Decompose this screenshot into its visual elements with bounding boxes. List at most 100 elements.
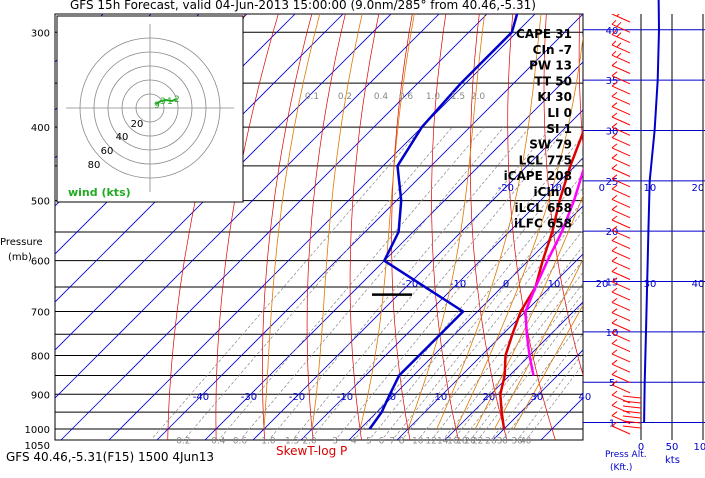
wind-barb [611, 184, 631, 198]
index-label: CIn -7 [533, 43, 572, 57]
isotherm [252, 109, 583, 440]
mixing-ratio-label: 22 [472, 436, 483, 446]
pressure-tick-label: 1050 [25, 441, 50, 452]
isotherm-label: 0 [390, 392, 396, 403]
grid-labels: 20030040050060070080090010001050-20-1001… [25, 28, 705, 452]
pressure-tick-label: 400 [31, 123, 50, 134]
moist-adiabat [436, 14, 542, 430]
altitude-tick-label: 15 [606, 278, 619, 289]
pressure-tick-label: 1000 [25, 425, 50, 436]
wind-speed-tick-label: 0 [638, 442, 644, 453]
index-label: iLFC 658 [514, 217, 572, 231]
moist-adiabat [263, 14, 321, 430]
pressure-tick-label: 900 [31, 390, 50, 401]
wind-barb [611, 133, 631, 147]
parcel-curve [524, 167, 583, 376]
sounding-curves [368, 14, 583, 430]
wind-barb [611, 236, 631, 250]
wind-barb [611, 143, 631, 157]
wind-barb [611, 122, 631, 136]
wind-barb [611, 195, 631, 208]
moist-adiabat [474, 194, 583, 430]
isotherm-label: 20 [596, 279, 609, 290]
wind-barb [611, 71, 631, 85]
hodograph-trace-label: 1 [167, 97, 173, 107]
mixing-ratio-line [239, 126, 505, 440]
index-label: SI 1 [546, 122, 572, 136]
mixing-ratio-line [461, 282, 583, 440]
index-label: iLCL 658 [515, 201, 572, 215]
mixing-ratio-label: 40 [520, 436, 532, 446]
isotherm [60, 14, 488, 440]
pressure-tick-label: 700 [31, 307, 50, 318]
altitude-tick-label: 5 [609, 378, 615, 389]
isotherm [156, 14, 583, 440]
footer-left: GFS 40.46,-5.31(F15) 1500 4Jun13 [6, 450, 214, 464]
isotherm-label: 0 [503, 279, 509, 290]
isotherm-label: 40 [692, 279, 705, 290]
hodograph-trace-label: 3 [160, 97, 166, 107]
wind-barb [611, 298, 631, 311]
y-axis-label: Pressure (mb) [0, 237, 46, 263]
mixing-ratio-label: 4 [351, 436, 357, 446]
wind-barb [611, 277, 631, 291]
hodograph-trace-label: 2 [174, 95, 180, 105]
isotherm [396, 253, 583, 440]
mixing-ratio-line [353, 156, 583, 440]
pressure-tick-label: 500 [31, 197, 50, 208]
mixing-ratio-line [417, 229, 583, 440]
index-label: LI 0 [547, 106, 572, 120]
index-label: TT 50 [534, 74, 572, 88]
wind-barb [611, 153, 631, 167]
mixing-ratio-line [469, 293, 583, 440]
wind-barb [611, 267, 631, 280]
mixing-ratio-line [309, 126, 568, 440]
wind-barb [611, 40, 631, 54]
isotherm [300, 157, 583, 440]
mixing-ratio-label: 36 [511, 436, 523, 446]
wind-barb [611, 287, 631, 301]
dry-adiabat [262, 14, 313, 440]
isotherm [444, 301, 583, 440]
mixing-ratio-line [392, 199, 583, 440]
wind-barb [611, 308, 631, 322]
wind-barb [611, 246, 631, 260]
index-label: SW 79 [529, 138, 572, 152]
wind-barb [622, 400, 642, 404]
wind-barb [622, 410, 642, 414]
altitude-tick-label: 30 [606, 126, 619, 137]
wind-speed-tick-label: 50 [666, 442, 679, 453]
mixing-ratio-label: 3 [332, 436, 338, 446]
wind-barb [611, 112, 631, 126]
moist-adiabat [494, 258, 583, 430]
mixing-ratio-label: 0.4 [211, 436, 226, 446]
wind-barb [611, 164, 631, 177]
isotherm-label: 0 [599, 183, 605, 194]
mixing-ratio-label: 16 [447, 436, 459, 446]
wind-barb [622, 425, 642, 429]
dry-adiabat [306, 14, 346, 440]
dry-adiabat [431, 14, 459, 440]
moist-adiabat [513, 304, 583, 430]
hodograph-ring-label: 20 [131, 119, 144, 130]
chart-title: GFS 15h Forecast, valid 04-Jun-2013 15:0… [70, 0, 536, 12]
hodograph-trace [155, 98, 177, 105]
mixing-ratio-line [490, 318, 583, 440]
wind-barb [611, 174, 631, 188]
moist-adiabat [455, 34, 583, 430]
mixing-ratio-line [517, 352, 583, 440]
index-label: iCAPE 208 [504, 169, 572, 183]
wind-speed-ticks: 0 50 100 [638, 442, 705, 453]
hodograph-trace-label: 9 [154, 101, 160, 111]
dry-adiabat [167, 14, 246, 440]
wind-barb [611, 225, 631, 239]
isotherm-label: 10 [548, 279, 561, 290]
mixing-ratio-label: 1.5 [285, 436, 299, 446]
isotherm-label: -10 [546, 183, 562, 194]
mixing-ratio-label: 0.4 [374, 92, 389, 102]
wind-speed-line [643, 0, 661, 423]
dry-adiabat [349, 14, 380, 440]
